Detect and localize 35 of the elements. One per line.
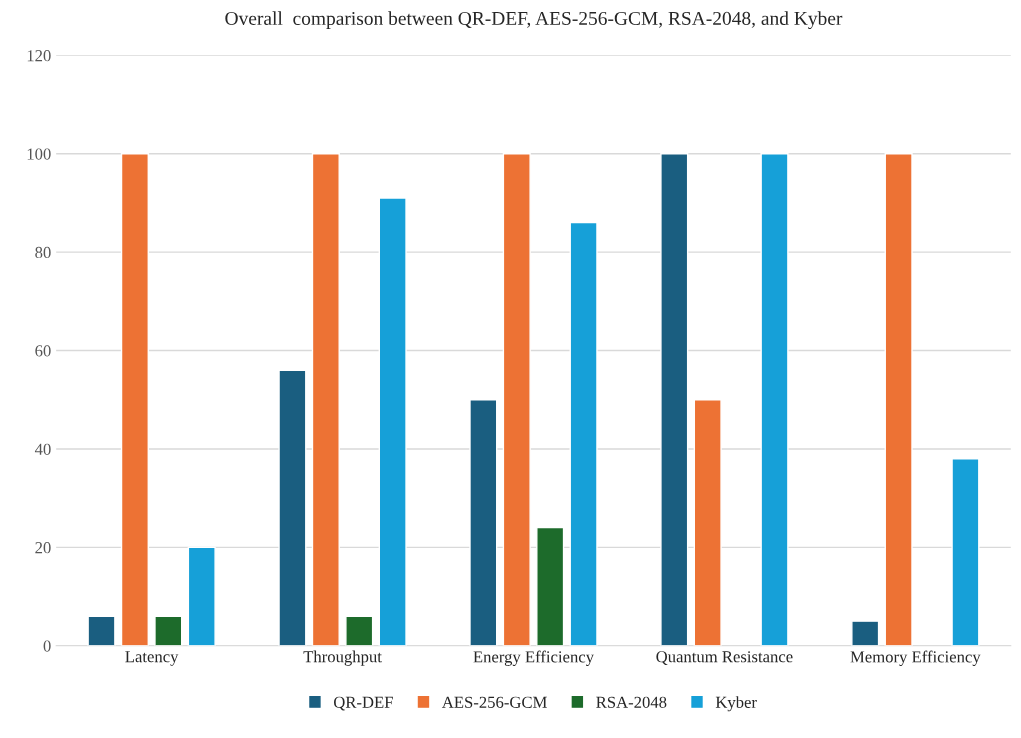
bar [187,546,216,646]
bar [693,399,722,646]
bar [278,369,307,646]
x-tick-label: Throughput [303,650,382,666]
bar [536,526,565,646]
bar [884,153,913,646]
y-tick-label: 20 [35,542,51,554]
y-tick-label: 120 [27,50,51,62]
bar [120,153,149,646]
x-tick-label: Energy Efficiency [473,650,594,666]
bar [502,153,531,646]
bar [569,221,598,646]
legend-label: RSA-2048 [596,696,667,708]
x-tick-label: Memory Efficiency [850,650,981,666]
bar [311,153,340,646]
x-tick-label: Latency [125,651,179,666]
bar [345,615,374,646]
chart-title: Overall comparison between QR-DEF, AES-256-GCM, RSA-2048, and Kyber [225,11,843,29]
bar [851,620,880,646]
y-tick-label: 100 [27,148,51,160]
legend-label: AES-256-GCM [441,696,547,708]
legend-label: QR-DEF [333,696,393,711]
y-tick-label: 80 [35,246,51,259]
bar [378,197,407,646]
bar [87,615,116,646]
y-tick-label: 0 [43,640,51,652]
y-tick-label: 40 [34,443,51,455]
bar [469,399,498,646]
bar [154,615,183,646]
bar [951,458,980,646]
y-tick-label: 60 [35,345,51,357]
bar [660,153,689,646]
bar [760,153,789,646]
x-tick-label: Quantum Resistance [656,651,793,665]
legend-label: Kyber [715,696,757,712]
